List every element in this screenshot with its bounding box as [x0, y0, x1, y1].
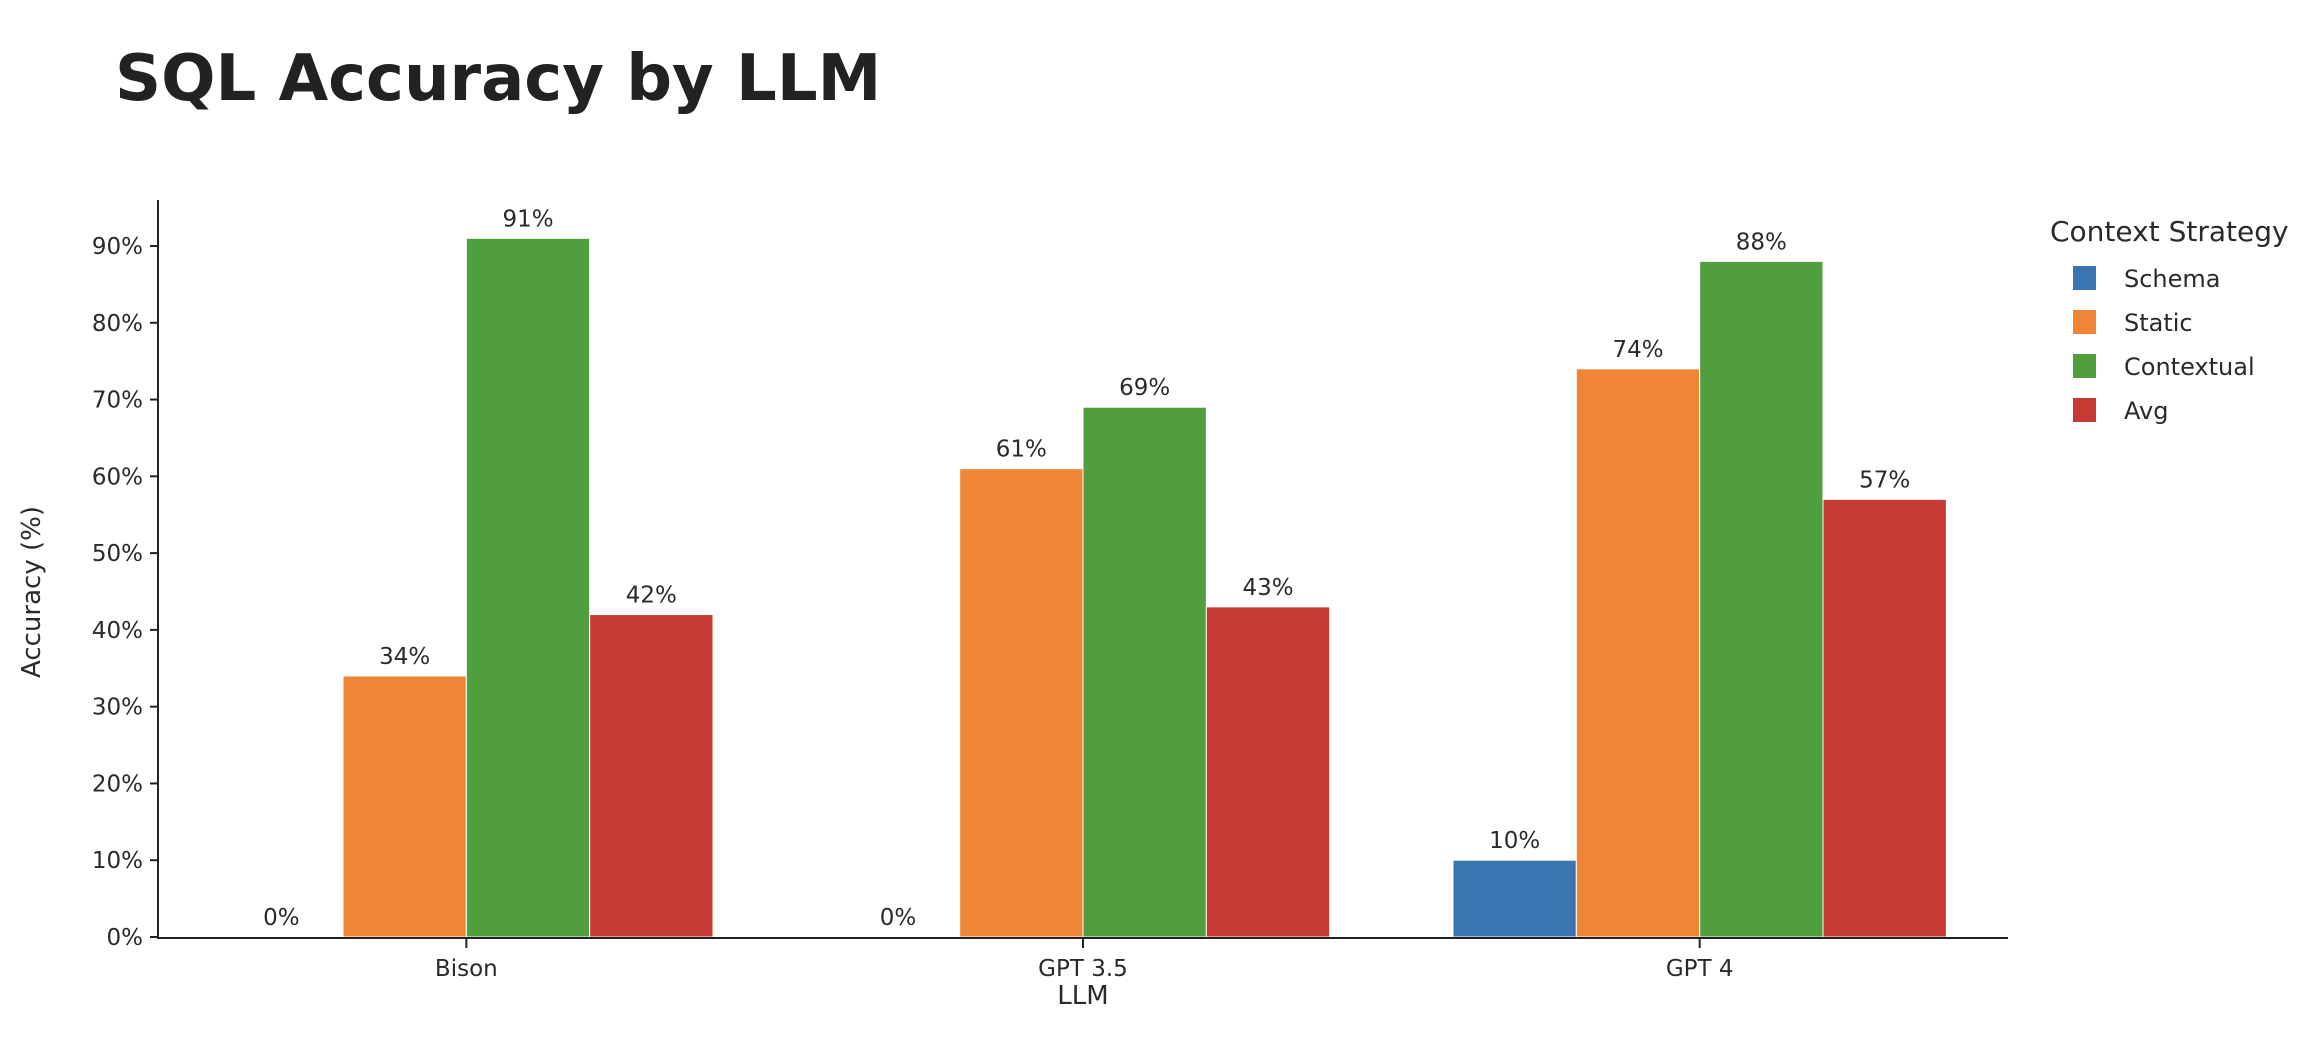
data-label: 74%	[1612, 337, 1663, 363]
data-label: 43%	[1242, 575, 1293, 601]
bar-static-gpt-4[interactable]	[1575, 368, 1701, 938]
y-tick-label: 90%	[92, 234, 143, 260]
data-label: 10%	[1489, 828, 1540, 854]
y-tick-label: 10%	[92, 848, 143, 874]
data-label: 34%	[379, 644, 430, 670]
legend-swatch-contextual[interactable]	[2073, 354, 2096, 378]
y-tick-label: 30%	[92, 695, 143, 721]
data-label: 88%	[1736, 229, 1787, 255]
chart-title: SQL Accuracy by LLM	[115, 42, 881, 116]
bar-static-gpt-3.5[interactable]	[959, 468, 1084, 938]
bar-avg-gpt-4[interactable]	[1822, 498, 1947, 938]
bar-contextual-gpt-3.5[interactable]	[1082, 406, 1207, 938]
legend-swatch-avg[interactable]	[2073, 398, 2096, 422]
bar-avg-gpt-3.5[interactable]	[1205, 606, 1331, 938]
y-tick-label: 80%	[92, 311, 143, 337]
legend-swatch-static[interactable]	[2073, 310, 2096, 334]
bar-static-bison[interactable]	[342, 675, 467, 938]
data-label: 69%	[1119, 375, 1170, 401]
x-axis-title: LLM	[1057, 981, 1108, 1011]
data-label: 42%	[626, 583, 677, 609]
data-label: 0%	[880, 905, 917, 931]
bar-avg-bison[interactable]	[589, 614, 714, 938]
x-tick-label: Bison	[435, 956, 498, 982]
data-label: 0%	[263, 905, 300, 931]
legend-label-schema[interactable]: Schema	[2124, 265, 2221, 293]
y-tick-label: 0%	[107, 925, 144, 951]
data-label: 61%	[996, 437, 1047, 463]
bar-schema-gpt-4[interactable]	[1452, 859, 1577, 938]
legend-label-static[interactable]: Static	[2124, 309, 2193, 337]
legend-label-contextual[interactable]: Contextual	[2124, 353, 2255, 381]
data-label: 91%	[502, 206, 553, 232]
bar-contextual-gpt-4[interactable]	[1699, 260, 1824, 938]
y-tick-label: 60%	[92, 464, 143, 490]
y-tick-label: 50%	[92, 541, 143, 567]
legend-swatch-schema[interactable]	[2073, 266, 2096, 290]
bar-contextual-bison[interactable]	[465, 237, 591, 938]
y-tick-label: 20%	[92, 771, 143, 797]
legend-label-avg[interactable]: Avg	[2124, 397, 2168, 425]
x-tick-label: GPT 4	[1666, 956, 1734, 982]
y-axis-title: Accuracy (%)	[17, 506, 47, 678]
data-label: 57%	[1859, 467, 1910, 493]
x-tick-label: GPT 3.5	[1038, 956, 1128, 982]
legend: Context Strategy Schema Static Contextual A…	[2050, 215, 2289, 425]
y-tick-label: 70%	[92, 388, 143, 414]
y-tick-label: 40%	[92, 618, 143, 644]
legend-title: Context Strategy	[2050, 215, 2289, 248]
